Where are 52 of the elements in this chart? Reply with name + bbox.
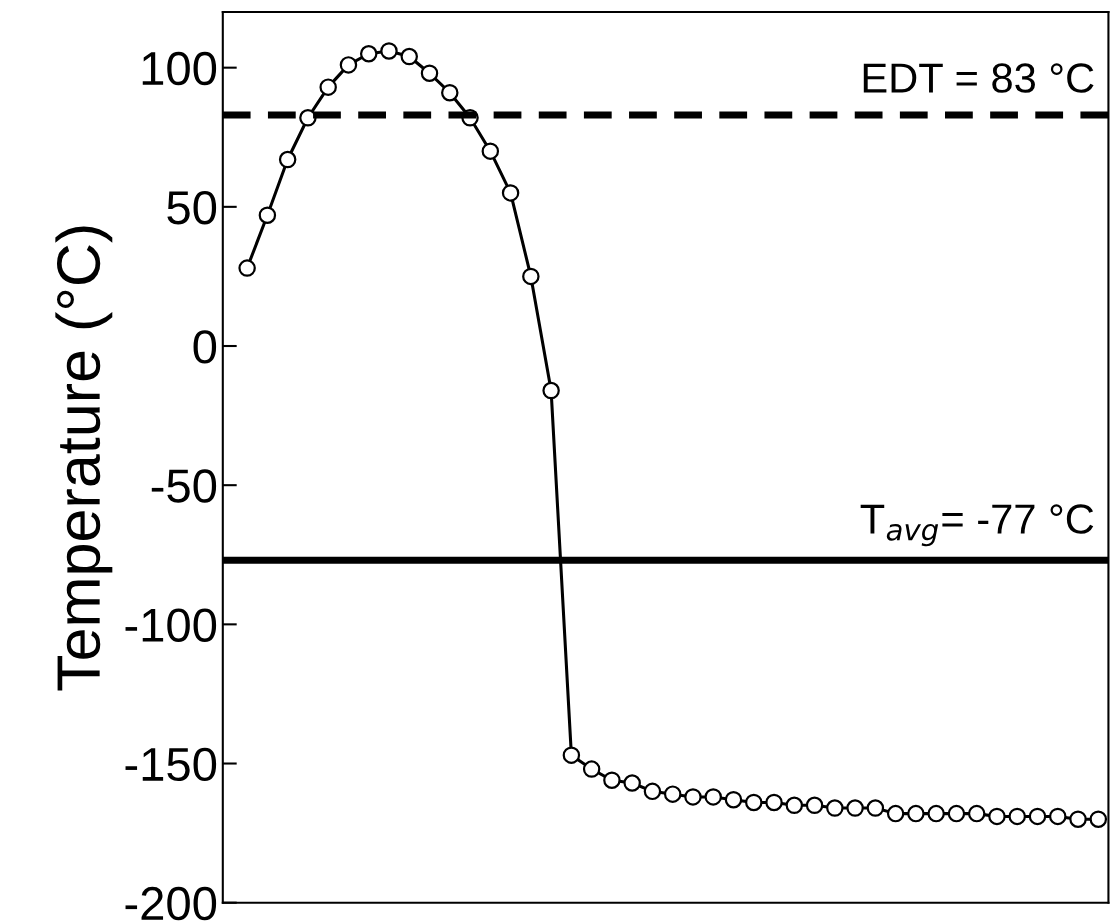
point bbox=[319, 78, 337, 96]
point bbox=[522, 267, 540, 286]
y-tick-label: -50 bbox=[151, 469, 217, 503]
point bbox=[238, 259, 256, 277]
point bbox=[1049, 807, 1067, 826]
point bbox=[826, 799, 844, 817]
y-tick-label: -100 bbox=[125, 608, 217, 642]
point bbox=[846, 799, 864, 817]
y-tick-label: -150 bbox=[125, 747, 217, 782]
point bbox=[988, 807, 1006, 826]
point bbox=[684, 788, 702, 806]
point bbox=[380, 42, 398, 60]
ref-line-label: EDT = 83 °C bbox=[863, 63, 1094, 93]
y-axis-title: Temperature (°C) bbox=[55, 226, 113, 691]
point bbox=[400, 47, 418, 66]
point bbox=[765, 793, 783, 812]
point bbox=[562, 746, 581, 764]
point bbox=[907, 804, 925, 823]
point bbox=[441, 83, 459, 102]
point bbox=[1008, 807, 1026, 826]
point bbox=[278, 150, 297, 169]
point bbox=[745, 793, 763, 812]
point bbox=[927, 804, 945, 823]
point bbox=[481, 142, 500, 160]
y-tick-label: 0 bbox=[193, 330, 217, 364]
point bbox=[258, 206, 277, 224]
point bbox=[420, 64, 439, 82]
point bbox=[947, 804, 966, 823]
point bbox=[866, 799, 885, 817]
point bbox=[299, 109, 317, 127]
point bbox=[663, 785, 682, 803]
point bbox=[704, 788, 722, 806]
point bbox=[643, 782, 662, 801]
point bbox=[501, 184, 520, 202]
point bbox=[582, 760, 601, 778]
point bbox=[623, 774, 641, 792]
point bbox=[603, 771, 621, 789]
y-tick-label: 100 bbox=[142, 51, 217, 86]
y-tick-label: 50 bbox=[167, 190, 217, 225]
point bbox=[724, 790, 743, 809]
point bbox=[339, 56, 358, 74]
point bbox=[886, 804, 905, 823]
ref-line-label: T$_{avg}$= -77 °C bbox=[860, 504, 1094, 547]
point bbox=[967, 804, 986, 823]
point bbox=[542, 381, 560, 400]
point bbox=[1089, 810, 1108, 828]
point bbox=[785, 796, 804, 815]
point bbox=[1028, 807, 1047, 826]
point bbox=[359, 45, 378, 63]
point bbox=[1069, 810, 1087, 828]
point bbox=[805, 796, 824, 815]
y-tick-label: -200 bbox=[125, 886, 217, 921]
